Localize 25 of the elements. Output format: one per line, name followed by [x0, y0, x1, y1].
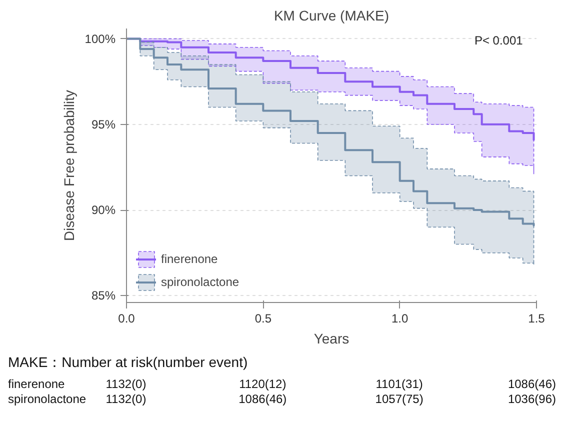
legend-label: finerenone [161, 252, 218, 266]
text: 1101(31) [376, 376, 423, 393]
text: 1120(12) [239, 376, 286, 393]
y-tick-label: 100% [84, 32, 116, 46]
y-tick-label: 95% [91, 117, 116, 132]
x-tick-label: 0.0 [118, 312, 136, 326]
legend-label: spironolactone [161, 275, 240, 289]
x-tick-label: 1.0 [391, 312, 408, 326]
y-axis-title: Disease Free probability [60, 90, 77, 241]
text: 1036(96) [508, 391, 556, 408]
chart-title: KM Curve (MAKE) [274, 8, 390, 24]
annotation: P< 0.001 [474, 33, 524, 48]
y-tick-label: 90% [91, 203, 116, 218]
text: finerenone [8, 376, 65, 393]
y-tick-label: 85% [91, 288, 116, 303]
x-tick-label: 1.5 [528, 312, 546, 326]
text: 1132(0) [106, 376, 146, 393]
text: 1132(0) [106, 391, 146, 408]
x-tick-label: 0.5 [254, 312, 272, 326]
text: 1086(46) [508, 376, 556, 393]
text: spironolactone [8, 391, 86, 408]
text: 1057(75) [375, 391, 424, 408]
text: 1086(46) [238, 391, 287, 408]
x-axis-title: Years [314, 330, 350, 346]
text: MAKE：Number at risk(number event) [8, 353, 248, 372]
